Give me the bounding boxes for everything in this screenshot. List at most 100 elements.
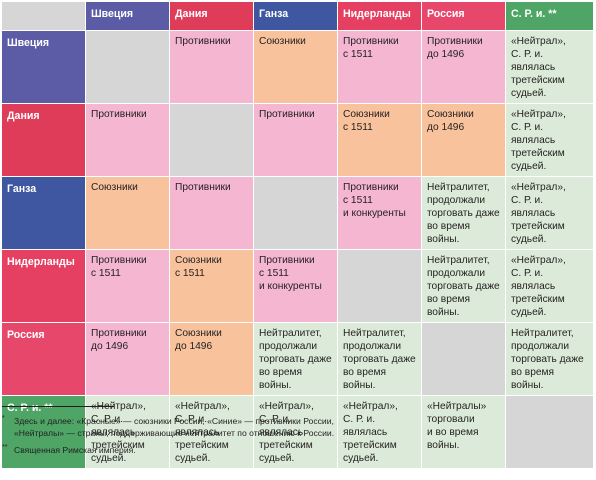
cell-text-line: Противники xyxy=(91,328,147,339)
footnote-divider xyxy=(2,406,114,407)
cell-text-line: Нейтралитет, xyxy=(427,255,490,266)
relation-cell: Союзники до 1496 xyxy=(421,103,506,177)
row-header-sweden: Швеция xyxy=(1,30,86,104)
relation-cell: «Нейтрал», С. Р. и. являлась третейским суд… xyxy=(505,176,594,250)
cell-text-line: и во время xyxy=(427,427,479,438)
cell-text-line: Противники xyxy=(175,182,231,193)
cell-text-line: судьей. xyxy=(511,88,547,99)
table-row-hre: С. Р. и. ** «Нейтрал», С. Р. и. являлась т… xyxy=(1,395,594,469)
cell-text-line: Союзники xyxy=(427,109,474,120)
cell-text-line: Союзники xyxy=(343,109,390,120)
cell-text-line: судьей. xyxy=(343,453,379,464)
cell-text-line: третейским xyxy=(259,440,313,451)
cell-text-line: «Нейтрал», xyxy=(511,109,566,120)
cell-text-line: во время войны. xyxy=(427,294,471,318)
cell-text-line: во время войны. xyxy=(259,367,303,391)
cell-text-line: «Нейтрал», xyxy=(511,182,566,193)
cell-text-line: С. Р. и. являлась xyxy=(259,414,304,438)
cell-text-line: судьей. xyxy=(511,234,547,245)
cell-text-line: «Нейтрал», xyxy=(511,36,566,47)
cell-text-line: Союзники xyxy=(175,328,222,339)
cell-text-line: судьей. xyxy=(511,307,547,318)
footnote-1: * Здесь и далее: «Красные» — союзники Ро… xyxy=(2,415,562,439)
footnote-line: Священная Римская империя. xyxy=(14,445,136,455)
relation-cell: «Нейтрал», С. Р. и. являлась третейским суд… xyxy=(505,249,594,323)
relation-cell: Союзники до 1496 xyxy=(169,322,254,396)
cell-text-line: «Нейтрал», xyxy=(259,401,314,412)
relation-cell: Противники с 1511 xyxy=(337,30,422,104)
cell-text-line: Союзники xyxy=(175,255,222,266)
cell-text-line: Нейтралитет, xyxy=(427,182,490,193)
cell-text-line: Противники xyxy=(259,109,315,120)
cell-text-line: «Нейтрал», xyxy=(343,401,398,412)
cell-text-line: «Нейтрал», xyxy=(511,255,566,266)
cell-text-line: «Нейтрал», xyxy=(175,401,230,412)
cell-text-line: до 1496 xyxy=(427,122,465,133)
cell-text-line: «Нейтрал», xyxy=(91,401,146,412)
column-header-denmark: Дания xyxy=(169,1,254,31)
cell-text-line: Противники xyxy=(343,36,399,47)
cell-text-line: Нейтралитет, xyxy=(259,328,322,339)
cell-text-line: Противники xyxy=(343,182,399,193)
relation-cell: «Нейтрал», С. Р. и. являлась третейским суд… xyxy=(505,30,594,104)
cell-text-line: С. Р. и. являлась xyxy=(175,414,220,438)
cell-text-line: и конкуренты xyxy=(343,208,406,219)
relation-cell: «Нейтрал», С. Р. и. являлась третейским суд… xyxy=(337,395,422,469)
cell-text-line: Противники xyxy=(91,109,147,120)
cell-text-line: судьей. xyxy=(511,161,547,172)
cell-text-line: торговать даже xyxy=(511,354,584,365)
row-header-russia: Россия xyxy=(1,322,86,396)
relation-cell: Нейтралитет, продолжали торговать даже во в… xyxy=(337,322,422,396)
relation-cell: Нейтралитет, продолжали торговать даже во в… xyxy=(421,176,506,250)
cell-text-line: третейским xyxy=(511,221,565,232)
column-header-netherlands: Нидерланды xyxy=(337,1,422,31)
relation-cell: Нейтралитет, продолжали торговать даже во в… xyxy=(253,322,338,396)
relation-cell xyxy=(253,176,338,250)
relations-table: Швеция Дания Ганза Нидерланды Россия С. … xyxy=(1,1,594,469)
relation-cell: Противники xyxy=(169,30,254,104)
relation-cell: Союзники xyxy=(85,176,170,250)
relation-cell: Противники с 1511 и конкуренты xyxy=(337,176,422,250)
table-row-sweden: Швеция Противники Союзники Противники с 1… xyxy=(1,30,594,104)
cell-text-line: продолжали xyxy=(427,195,486,206)
row-header-hansa: Ганза xyxy=(1,176,86,250)
relation-cell: Противники с 1511 xyxy=(85,249,170,323)
relation-cell: Нейтралитет, продолжали торговать даже во в… xyxy=(421,249,506,323)
relation-cell: Противники до 1496 xyxy=(85,322,170,396)
cell-text-line: «Нейтралы» xyxy=(427,401,487,412)
cell-text-line: Союзники xyxy=(91,182,138,193)
cell-text-line: торговали xyxy=(427,414,475,425)
footnote-mark: * xyxy=(2,415,5,422)
column-header-russia: Россия xyxy=(421,1,506,31)
cell-text-line: торговать даже xyxy=(259,354,332,365)
relation-cell: Противники xyxy=(253,103,338,177)
row-header-hre: С. Р. и. ** xyxy=(1,395,86,469)
relation-cell: Союзники с 1511 xyxy=(337,103,422,177)
cell-text-line: третейским xyxy=(511,148,565,159)
cell-text-line: судьей. xyxy=(259,453,295,464)
footnotes: * Здесь и далее: «Красные» — союзники Ро… xyxy=(2,406,562,461)
footnote-2: ** Священная Римская империя. xyxy=(2,444,562,456)
relation-cell: Противники xyxy=(169,176,254,250)
relation-cell xyxy=(337,249,422,323)
cell-text-line: третейским xyxy=(91,440,145,451)
relation-cell: «Нейтрал», С. Р. и. являлась третейским суд… xyxy=(505,103,594,177)
cell-text-line: Нейтралитет, xyxy=(343,328,406,339)
cell-text-line: Противники xyxy=(91,255,147,266)
cell-text-line: третейским xyxy=(343,440,397,451)
cell-text-line: торговать даже xyxy=(427,281,500,292)
relation-cell: Союзники с 1511 xyxy=(169,249,254,323)
table-row-denmark: Дания Противники Противники Союзники с 15… xyxy=(1,103,594,177)
cell-text-line: во время войны. xyxy=(343,367,387,391)
table-row-netherlands: Нидерланды Противники с 1511 Союзники с 15… xyxy=(1,249,594,323)
relation-cell xyxy=(169,103,254,177)
cell-text-line: с 1511 xyxy=(259,268,289,279)
cell-text-line: Противники xyxy=(259,255,315,266)
cell-text-line: и конкуренты xyxy=(259,281,322,292)
cell-text-line: судьей. xyxy=(175,453,211,464)
cell-text-line: до 1496 xyxy=(427,49,465,60)
footnote-mark: ** xyxy=(2,444,8,451)
relation-cell: Противники xyxy=(85,103,170,177)
cell-text-line: третейским xyxy=(175,440,229,451)
cell-text-line: С. Р. и. являлась xyxy=(511,49,556,73)
